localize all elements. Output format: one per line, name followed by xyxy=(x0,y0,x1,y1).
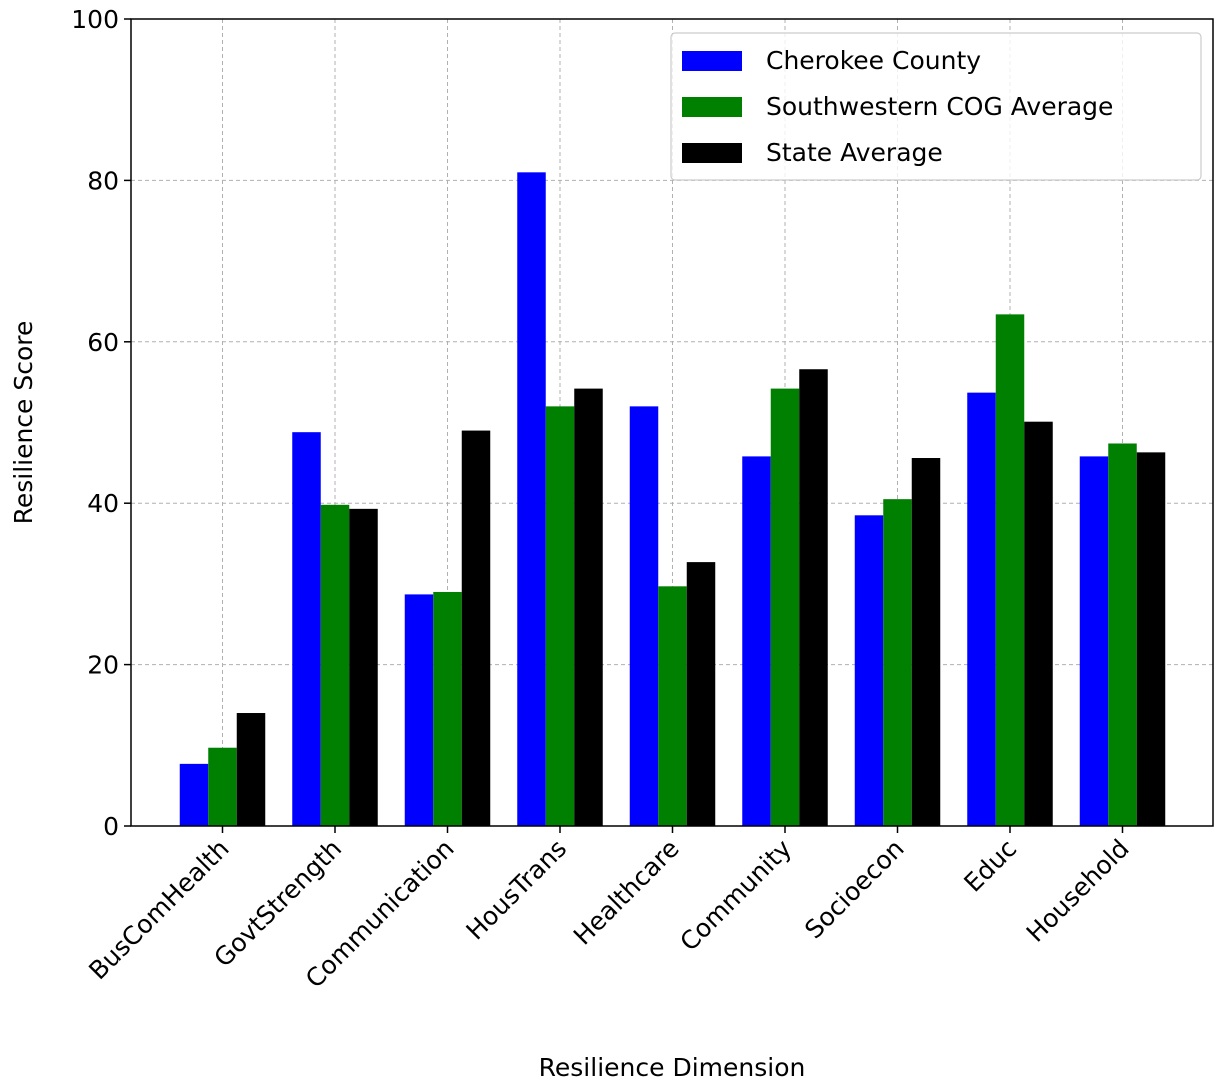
bar xyxy=(179,763,209,826)
bar xyxy=(770,388,800,826)
bar xyxy=(208,747,237,826)
bar xyxy=(1136,452,1166,826)
bar xyxy=(854,515,884,826)
bar xyxy=(349,508,378,826)
y-tick-label: 60 xyxy=(87,328,119,357)
y-axis: 0 20 40 60 80 100 xyxy=(71,5,131,841)
bar xyxy=(1079,456,1109,826)
bar xyxy=(883,499,912,826)
bar xyxy=(292,432,321,826)
bar xyxy=(911,458,941,826)
bar xyxy=(742,456,771,826)
bar xyxy=(404,594,434,826)
bar xyxy=(517,172,546,826)
legend: Cherokee County Southwestern COG Average S… xyxy=(670,32,1202,181)
x-tick-label: Community xyxy=(674,834,797,957)
bar xyxy=(967,392,996,826)
legend-swatch xyxy=(682,51,742,71)
x-tick-label: Educ xyxy=(958,834,1022,898)
x-tick-label: BusComHealth xyxy=(83,834,234,985)
legend-label: Cherokee County xyxy=(766,46,981,75)
bar xyxy=(574,388,603,826)
bar xyxy=(658,586,687,826)
legend-box xyxy=(670,32,1202,181)
legend-label: Southwestern COG Average xyxy=(766,92,1113,121)
bar xyxy=(461,430,491,826)
y-axis-title: Resilience Score xyxy=(9,321,38,525)
x-tick-label: Household xyxy=(1021,834,1135,948)
bar xyxy=(320,504,350,826)
bar xyxy=(629,406,659,826)
bars xyxy=(179,172,1166,826)
y-tick-label: 20 xyxy=(87,651,119,680)
bar xyxy=(799,369,828,826)
y-tick-label: 40 xyxy=(87,489,119,518)
x-tick-label: Socioecon xyxy=(799,834,910,945)
bar xyxy=(995,314,1025,826)
bar xyxy=(1024,421,1053,826)
legend-label: State Average xyxy=(766,138,943,167)
x-tick-label: HousTrans xyxy=(460,834,572,946)
y-tick-label: 0 xyxy=(103,812,119,841)
bar xyxy=(433,591,462,826)
x-tick-label: Healthcare xyxy=(568,834,685,951)
bar xyxy=(545,406,575,826)
x-axis-title: Resilience Dimension xyxy=(539,1053,806,1082)
bar xyxy=(1108,443,1137,826)
legend-swatch xyxy=(682,143,742,163)
bar xyxy=(686,562,716,826)
y-tick-label: 100 xyxy=(71,5,119,34)
bar xyxy=(236,713,266,826)
y-tick-label: 80 xyxy=(87,166,119,195)
legend-swatch xyxy=(682,97,742,117)
